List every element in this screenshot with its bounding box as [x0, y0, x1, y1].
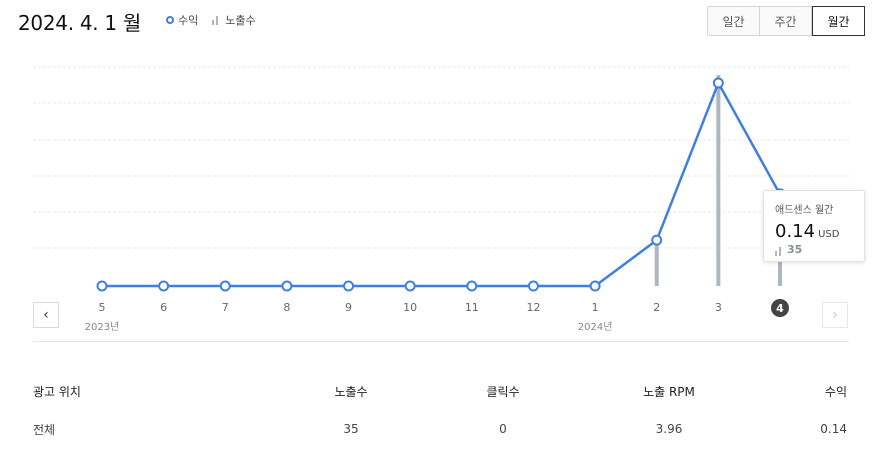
- next-page-button[interactable]: ›: [822, 302, 848, 328]
- col-header-placement[interactable]: 광고 위치: [33, 384, 81, 399]
- tooltip-title: 애드센스 월간: [775, 205, 834, 216]
- revenue-point-9: [343, 280, 355, 292]
- cell-revenue: 0.14: [820, 422, 847, 436]
- x-tick-label-2: 2: [653, 301, 660, 314]
- tooltip-revenue-value: 0.14: [775, 221, 816, 242]
- cell-clicks: 0: [499, 422, 507, 436]
- x-tick-label-1: 1: [592, 301, 599, 314]
- revenue-point-11: [466, 280, 478, 292]
- revenue-point-6: [158, 280, 170, 292]
- tooltip-value-row: 0.14 USD: [775, 221, 853, 242]
- legend-impressions: 노출수: [212, 12, 256, 28]
- x-tick-label-8: 8: [283, 301, 290, 314]
- x-tick-label-4: 4: [776, 302, 784, 315]
- legend-impressions-label: 노출수: [225, 14, 256, 27]
- date-title: 2024. 4. 1 월: [18, 11, 141, 35]
- year-label: 2024년: [578, 321, 613, 333]
- col-header-impressions[interactable]: 노출수: [334, 384, 368, 399]
- cell-impressions: 35: [343, 422, 359, 436]
- revenue-line: [102, 81, 782, 288]
- prev-page-button[interactable]: ‹: [33, 302, 59, 328]
- line-marker-icon: [166, 16, 174, 24]
- col-header-rpm[interactable]: 노출 RPM: [643, 384, 695, 399]
- revenue-point-5: [96, 280, 108, 292]
- section-divider: [33, 341, 849, 342]
- revenue-point-1: [589, 280, 601, 292]
- x-tick-label-6: 6: [160, 301, 167, 314]
- x-tick-label-3: 3: [715, 301, 722, 314]
- revenue-point-7: [219, 280, 231, 292]
- period-daily-button[interactable]: 일간: [708, 7, 760, 35]
- table-row: 전체 35 0 3.96 0.14: [33, 410, 849, 448]
- impression-bar-2: [654, 241, 659, 286]
- bar-chart-icon: [212, 15, 220, 25]
- x-tick-label-5: 5: [99, 301, 106, 314]
- revenue-point-8: [281, 280, 293, 292]
- x-tick-label-12: 12: [526, 301, 540, 314]
- col-header-clicks[interactable]: 클릭수: [486, 384, 520, 399]
- tooltip-impressions-value: 35: [787, 243, 803, 256]
- bar-chart-icon: [775, 247, 783, 256]
- period-toggle: 일간 주간 월간: [707, 6, 865, 36]
- x-tick-label-10: 10: [403, 301, 417, 314]
- legend-revenue: 수익: [166, 12, 198, 28]
- impression-bar-3: [716, 75, 721, 286]
- period-monthly-button[interactable]: 월간: [812, 6, 865, 36]
- x-tick-label-7: 7: [222, 301, 229, 314]
- revenue-chart: 5 6 7 8 9 10 11 12 1 2 3 4 2023년 2024년: [0, 40, 878, 340]
- table-header-row: 광고 위치 노출수 클릭수 노출 RPM 수익: [33, 372, 849, 410]
- x-tick-label-11: 11: [465, 301, 479, 314]
- chart-legend: 수익 노출수: [166, 12, 270, 28]
- x-tick-label-9: 9: [345, 301, 352, 314]
- selected-tick-badge: [771, 299, 789, 317]
- revenue-point-2: [651, 234, 663, 246]
- revenue-point-12: [527, 280, 539, 292]
- col-header-revenue[interactable]: 수익: [824, 384, 847, 399]
- cell-placement: 전체: [33, 422, 56, 437]
- period-weekly-button[interactable]: 주간: [760, 7, 812, 35]
- revenue-point-10: [404, 280, 416, 292]
- year-label: 2023년: [85, 321, 120, 333]
- tooltip-currency: USD: [818, 229, 840, 240]
- legend-revenue-label: 수익: [178, 14, 199, 27]
- chart-tooltip: 애드센스 월간 0.14 USD 35: [763, 190, 865, 262]
- tooltip-impressions-row: 35: [775, 243, 853, 256]
- cell-rpm: 3.96: [655, 422, 683, 436]
- revenue-point-3: [712, 77, 724, 89]
- ad-placement-table: 광고 위치 노출수 클릭수 노출 RPM 수익 전체 35 0 3.96 0.1…: [33, 372, 849, 448]
